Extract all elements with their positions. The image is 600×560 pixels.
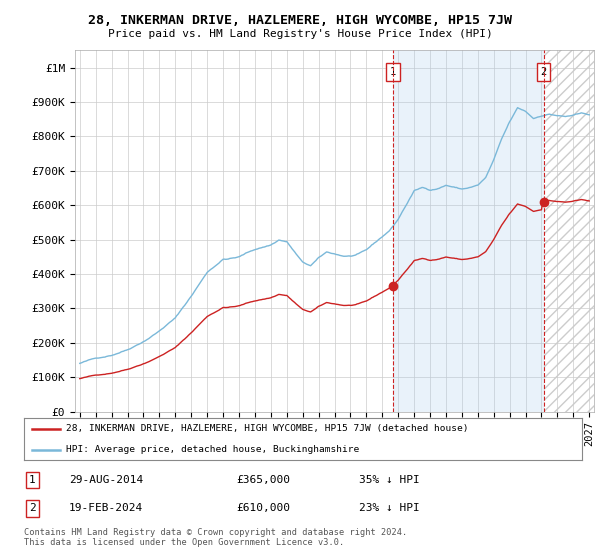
Text: £610,000: £610,000 xyxy=(236,503,290,514)
Text: Contains HM Land Registry data © Crown copyright and database right 2024.
This d: Contains HM Land Registry data © Crown c… xyxy=(24,528,407,547)
Text: 2: 2 xyxy=(29,503,36,514)
Text: 28, INKERMAN DRIVE, HAZLEMERE, HIGH WYCOMBE, HP15 7JW (detached house): 28, INKERMAN DRIVE, HAZLEMERE, HIGH WYCO… xyxy=(66,424,469,433)
Text: 2: 2 xyxy=(541,67,547,77)
Text: 35% ↓ HPI: 35% ↓ HPI xyxy=(359,475,419,485)
Bar xyxy=(393,50,544,412)
Text: 23% ↓ HPI: 23% ↓ HPI xyxy=(359,503,419,514)
Text: 1: 1 xyxy=(389,67,396,77)
Text: Price paid vs. HM Land Registry's House Price Index (HPI): Price paid vs. HM Land Registry's House … xyxy=(107,29,493,39)
Text: 28, INKERMAN DRIVE, HAZLEMERE, HIGH WYCOMBE, HP15 7JW: 28, INKERMAN DRIVE, HAZLEMERE, HIGH WYCO… xyxy=(88,14,512,27)
Text: 1: 1 xyxy=(29,475,36,485)
Text: £365,000: £365,000 xyxy=(236,475,290,485)
Text: 19-FEB-2024: 19-FEB-2024 xyxy=(68,503,143,514)
Text: HPI: Average price, detached house, Buckinghamshire: HPI: Average price, detached house, Buck… xyxy=(66,445,359,454)
Text: 29-AUG-2014: 29-AUG-2014 xyxy=(68,475,143,485)
Bar xyxy=(544,50,594,412)
